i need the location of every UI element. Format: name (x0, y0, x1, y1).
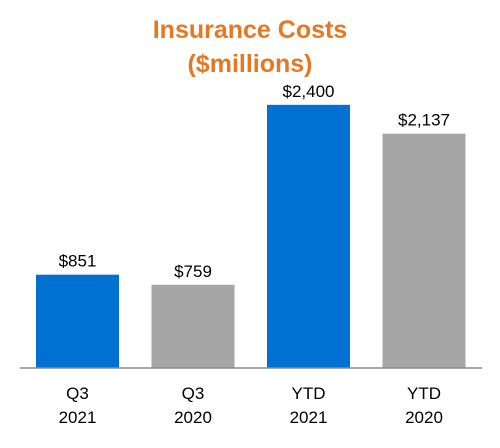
x-tick-label-2-line-1: 2021 (290, 408, 328, 427)
x-tick-label-1-line-1: 2020 (174, 408, 212, 427)
x-tick-label-0-line-0: Q3 (66, 384, 89, 403)
bar-2 (267, 104, 350, 369)
x-tick-labels-group: Q3 2021 Q3 2020 YTD 2021 YTD 2020 (59, 384, 443, 427)
bar-3 (382, 133, 466, 368)
x-tick-label-1-line-0: Q3 (182, 384, 205, 403)
bar-value-label-0: $851 (59, 252, 97, 271)
x-tick-label-0-line-1: 2021 (59, 408, 97, 427)
x-tick-label-2-line-0: YTD (292, 384, 326, 403)
bar-0 (36, 274, 119, 368)
chart-title: Insurance Costs (152, 16, 348, 44)
x-tick-label-3-line-0: YTD (407, 384, 441, 403)
x-tick-label-3-line-1: 2020 (405, 408, 443, 427)
value-labels-group: $851 $759 $2,400 $2,137 (59, 82, 450, 281)
bars-group (36, 104, 466, 369)
bar-value-label-1: $759 (174, 262, 212, 281)
chart-subtitle: ($millions) (187, 50, 313, 78)
bar-value-label-3: $2,137 (398, 111, 450, 130)
bar-value-label-2: $2,400 (283, 82, 335, 101)
bar-1 (151, 284, 235, 368)
